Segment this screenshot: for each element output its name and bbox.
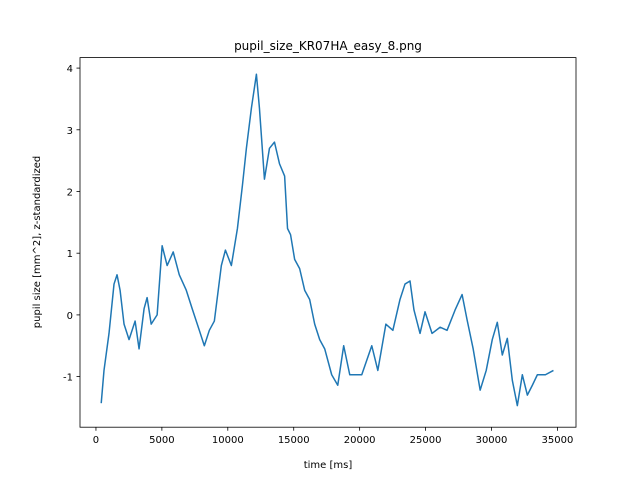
- y-tick-label: 3: [67, 126, 73, 137]
- x-tick-label: 30000: [476, 435, 508, 446]
- x-tick-label: 10000: [212, 435, 244, 446]
- y-tick-label: -1: [63, 373, 73, 384]
- x-tick-label: 35000: [542, 435, 574, 446]
- data-line: [100, 73, 554, 407]
- x-axis-label: time [ms]: [304, 460, 353, 471]
- x-tick-label: 15000: [278, 435, 310, 446]
- y-tick-label: 2: [67, 187, 73, 198]
- x-tick-label: 5000: [149, 435, 174, 446]
- x-tick-label: 0: [93, 435, 99, 446]
- x-tick-label: 25000: [410, 435, 442, 446]
- y-tick-label: 4: [67, 64, 73, 75]
- y-tick-label: 1: [67, 249, 73, 260]
- chart-title: pupil_size_KR07HA_easy_8.png: [234, 39, 422, 53]
- y-axis-label: pupil size [mm^2], z-standardized: [32, 156, 43, 328]
- plot-frame: [79, 57, 577, 428]
- x-tick-label: 20000: [344, 435, 376, 446]
- y-tick-label: 0: [67, 311, 73, 322]
